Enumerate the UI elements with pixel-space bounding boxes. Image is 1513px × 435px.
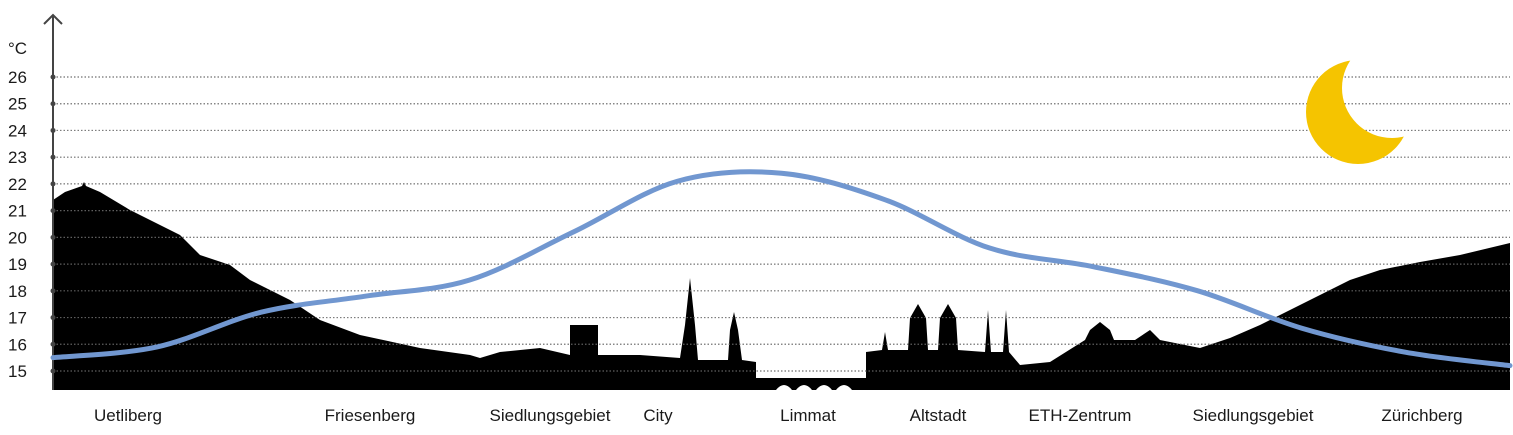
y-tick-label: 15 [8, 362, 27, 381]
y-tick-label: 21 [8, 202, 27, 221]
x-label: Siedlungsgebiet [490, 406, 611, 425]
y-tick-label: 24 [8, 121, 27, 140]
y-tick-label: 18 [8, 282, 27, 301]
y-tick-label: 16 [8, 335, 27, 354]
y-tick-label: 19 [8, 255, 27, 274]
y-tick-mark [50, 127, 56, 133]
y-tick-mark [50, 154, 56, 160]
y-tick-mark [50, 74, 56, 80]
x-label: Friesenberg [325, 406, 416, 425]
city-skyline-silhouette [53, 182, 1510, 390]
y-tick-labels: 15 16 17 18 19 20 21 22 23 24 25 26 [8, 68, 56, 381]
y-tick-label: 23 [8, 148, 27, 167]
x-label: ETH-Zentrum [1029, 406, 1132, 425]
y-tick-mark [50, 315, 56, 321]
x-label: Uetliberg [94, 406, 162, 425]
gridlines-overlay [53, 76, 1510, 372]
x-label: Siedlungsgebiet [1193, 406, 1314, 425]
y-tick-mark [50, 368, 56, 374]
y-tick-mark [50, 181, 56, 187]
x-label: Zürichberg [1381, 406, 1462, 425]
y-axis-unit: °C [8, 39, 27, 58]
y-tick-label: 26 [8, 68, 27, 87]
y-tick-label: 17 [8, 309, 27, 328]
moon-icon [1306, 60, 1410, 164]
y-tick-label: 22 [8, 175, 27, 194]
y-tick-label: 25 [8, 95, 27, 114]
x-label: Limmat [780, 406, 836, 425]
axis-arrow-icon [43, 13, 63, 25]
y-tick-label: 20 [8, 228, 27, 247]
temperature-line [50, 169, 1513, 369]
y-tick-mark [50, 261, 56, 267]
y-tick-mark [50, 234, 56, 240]
x-location-labels: Uetliberg Friesenberg Siedlungsgebiet City L… [94, 406, 1463, 425]
y-tick-mark [50, 208, 56, 214]
y-tick-mark [50, 288, 56, 294]
x-label: Altstadt [910, 406, 967, 425]
x-label: City [643, 406, 673, 425]
y-tick-mark [50, 101, 56, 107]
bridge-arches [776, 385, 852, 390]
y-tick-mark [50, 341, 56, 347]
